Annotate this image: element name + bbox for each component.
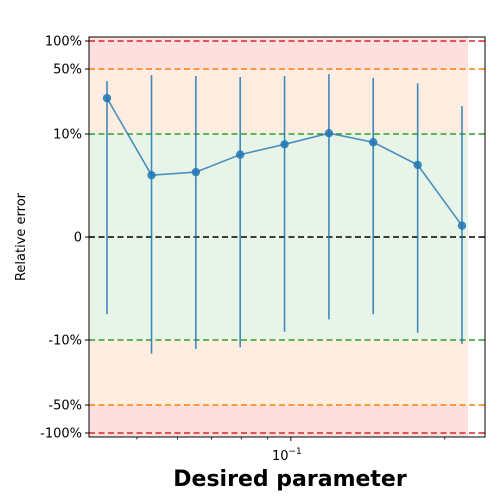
data-point-4	[280, 140, 289, 149]
data-point-3	[235, 150, 245, 159]
data-point-2	[191, 167, 201, 177]
data-point-7	[413, 160, 422, 170]
y-axis-label: Relative error	[14, 192, 29, 281]
y-tick-label-4: 10%	[53, 128, 82, 143]
y-tick-label-2: -10%	[48, 334, 82, 349]
band-bottom-edge	[89, 433, 468, 437]
band-1	[89, 69, 468, 134]
band-4	[89, 405, 468, 433]
y-tick-label-5: 50%	[53, 63, 82, 78]
x-tick-layer: 10−1	[136, 437, 446, 464]
series-layer	[102, 93, 467, 230]
y-tick-label-1: -50%	[48, 399, 82, 414]
y-tick-label-3: 0	[74, 231, 82, 246]
band-0	[89, 41, 468, 69]
x-tick-base: 10	[272, 449, 289, 464]
band-layer	[89, 37, 468, 437]
data-point-5	[324, 129, 334, 138]
band-top-edge	[89, 37, 468, 41]
band-3	[89, 340, 468, 405]
data-point-1	[147, 171, 156, 180]
data-point-8	[457, 221, 467, 230]
x-axis-label: Desired parameter	[173, 467, 407, 492]
error-bar-layer	[106, 74, 463, 354]
y-tick-label-0: -100%	[40, 427, 82, 442]
x-tick-exponent: −1	[288, 447, 301, 457]
data-point-0	[102, 93, 112, 103]
x-tick-label-0: 10−1	[272, 447, 302, 464]
y-tick-label-6: 100%	[45, 35, 82, 50]
data-point-6	[369, 138, 378, 147]
y-tick-layer: -100% -50% -10% 0 10% 50% 100%	[40, 35, 89, 442]
